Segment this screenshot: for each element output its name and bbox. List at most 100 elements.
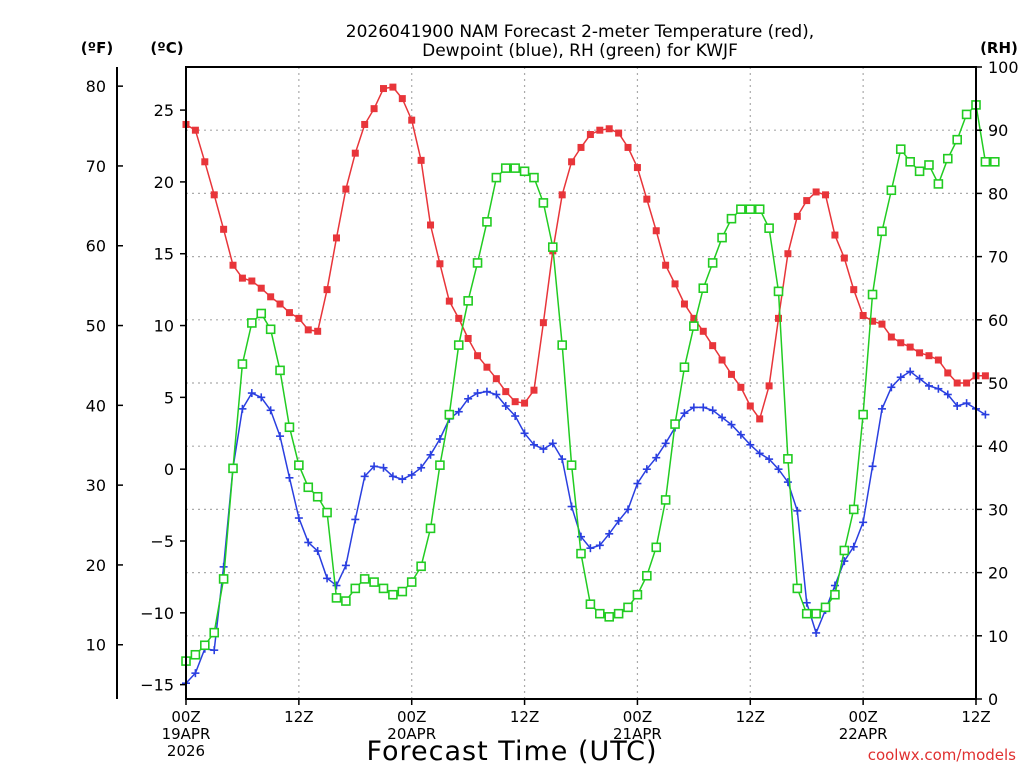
rh-point [425, 523, 436, 534]
rh-point [369, 577, 379, 587]
dewpoint-point [191, 669, 200, 678]
x-tick-label: 00Z [397, 708, 426, 726]
rh-point [538, 198, 549, 208]
rh-point [867, 289, 878, 300]
rh-point [952, 134, 962, 145]
temperature-point [718, 356, 726, 364]
dewpoint-point [539, 445, 548, 454]
dewpoint-point [294, 514, 303, 523]
rh-point [924, 160, 934, 170]
x-tick-date-label: 2026 [167, 742, 205, 760]
dewpoint-point [680, 409, 689, 418]
temperature-point [332, 234, 340, 242]
dewpoint-point [332, 581, 341, 590]
dewpoint-point [586, 544, 595, 553]
dewpoint-point [266, 406, 275, 415]
rh-point [877, 226, 887, 237]
rh-tick-label: 50 [988, 374, 1008, 393]
dewpoint-point [859, 518, 868, 527]
dewpoint-point [943, 390, 952, 399]
dewpoint-point [492, 390, 501, 399]
rh-point [783, 454, 793, 464]
temperature-point [803, 197, 811, 205]
temperature-point [474, 352, 482, 360]
temperature-point [784, 250, 792, 258]
dewpoint-point [765, 455, 774, 464]
rh-point [378, 583, 389, 594]
rh-tick-label: 0 [988, 690, 998, 709]
dewpoint-point [708, 406, 717, 415]
dewpoint-point [520, 429, 529, 438]
x-axis-label: Forecast Time (UTC) [366, 736, 657, 767]
rh-point [961, 109, 972, 120]
dewpoint-point [614, 516, 623, 525]
rh-point [726, 213, 737, 224]
celsius-tick-label: 5 [164, 388, 174, 407]
temperature-point [652, 227, 660, 235]
dewpoint-point [482, 387, 491, 396]
fahrenheit-tick-label: 40 [86, 396, 106, 415]
dewpoint-point [511, 412, 520, 421]
temperature-point [220, 225, 228, 233]
rh-point [745, 204, 756, 214]
rh-point [754, 204, 765, 214]
x-tick-label: 00Z [848, 708, 877, 726]
dewpoint-point [962, 399, 971, 408]
temperature-point [238, 274, 246, 282]
rh-point [200, 640, 210, 651]
temperature-point [878, 320, 886, 328]
rh-point [717, 232, 727, 243]
series-temperature [182, 83, 989, 423]
temperature-point [605, 125, 613, 133]
rh-point [642, 570, 652, 581]
temperature-point [906, 343, 914, 351]
rh-point [895, 144, 906, 154]
temperature-point [530, 386, 538, 394]
dewpoint-point [276, 432, 285, 441]
dewpoint-point [529, 440, 538, 449]
dewpoint-point [718, 413, 727, 422]
gridlines [186, 67, 976, 699]
temperature-point [351, 149, 359, 157]
dewpoint-point [755, 449, 764, 458]
x-tick-label: 12Z [510, 708, 539, 726]
dewpoint-point [981, 410, 990, 419]
fahrenheit-tick-label: 80 [86, 77, 106, 96]
temperature-point [436, 260, 444, 268]
dewpoint-point [210, 646, 219, 655]
chart-title-line1: 2026041900 NAM Forecast 2-meter Temperat… [346, 22, 814, 42]
dewpoint-point [802, 598, 811, 607]
rh-point [228, 463, 238, 474]
x-tick-date-label: 21APR [613, 725, 662, 743]
dewpoint-point [238, 404, 247, 413]
temperature-point [492, 375, 500, 383]
rh-tick-label: 60 [988, 311, 1008, 330]
series-dewpoint [182, 367, 990, 688]
rh-point [303, 482, 314, 493]
dewpoint-point [877, 404, 886, 413]
rh-point [529, 172, 539, 183]
temperature-point [775, 314, 782, 322]
temperature-point [285, 309, 293, 317]
dewpoint-point [595, 541, 604, 550]
dewpoint-point [341, 561, 350, 570]
rh-point [566, 460, 577, 470]
rh-point [482, 217, 492, 227]
temperature-point [455, 314, 463, 322]
fahrenheit-tick-label: 20 [86, 556, 106, 575]
rh-point [858, 409, 868, 420]
rh-point [463, 296, 473, 306]
dewpoint-point [398, 475, 407, 484]
rh-point [359, 574, 370, 584]
celsius-tick-label: −5 [150, 532, 174, 551]
temperature-point [568, 158, 576, 166]
rh-point [576, 548, 586, 559]
rh-point [886, 185, 897, 196]
x-tick-label: 12Z [736, 708, 765, 726]
dewpoint-point [454, 407, 463, 416]
rh-point [256, 308, 267, 319]
temperature-point [643, 195, 651, 203]
temperature-point [370, 105, 378, 113]
temperature-point [953, 379, 961, 387]
